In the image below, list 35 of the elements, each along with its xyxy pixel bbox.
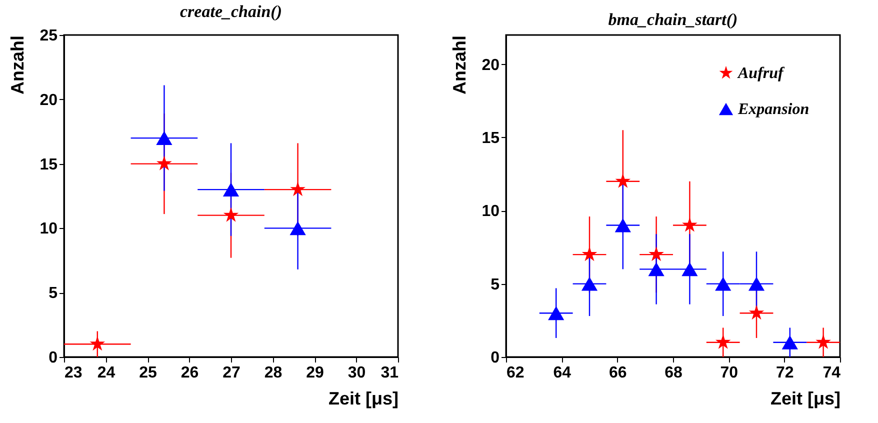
y-tick-label: 20 [40, 92, 58, 109]
x-tick-label: 31 [380, 364, 399, 382]
x-tick-label: 74 [822, 364, 841, 382]
y-tick-label: 10 [482, 203, 500, 220]
y-tick-label: 25 [40, 28, 58, 44]
y-axis-title: Anzahl [450, 36, 470, 95]
y-tick-label: 10 [40, 220, 58, 238]
x-tick-label: 64 [553, 364, 572, 382]
chart-title: create_chain() [180, 2, 282, 21]
x-tick-label: 29 [306, 364, 324, 382]
x-tick-label: 66 [608, 364, 627, 382]
y-tick-label: 5 [490, 276, 500, 294]
x-tick-label: 30 [348, 364, 366, 382]
y-tick-label: 15 [40, 156, 58, 174]
x-axis-title: Zeit [μs] [770, 388, 840, 408]
x-tick-label: 24 [97, 364, 116, 382]
x-tick-label: 26 [180, 364, 199, 382]
legend-label: Aufruf [737, 65, 786, 82]
y-tick-label: 20 [482, 56, 500, 74]
x-tick-label: 23 [64, 364, 82, 382]
chart-title: bma_chain_start() [608, 10, 738, 29]
legend-label: Expansion [737, 101, 810, 118]
x-tick-label: 27 [222, 364, 240, 382]
x-tick-label: 68 [664, 364, 682, 382]
x-tick-label: 72 [776, 364, 794, 382]
y-axis-title: Anzahl [8, 36, 28, 95]
y-tick-label: 15 [482, 130, 500, 147]
x-axis-title: Zeit [μs] [328, 388, 398, 408]
y-tick-label: 0 [48, 350, 58, 366]
x-tick-label: 25 [139, 364, 157, 382]
y-tick-label: 0 [490, 350, 500, 366]
x-tick-label: 70 [720, 364, 738, 382]
x-tick-label: 62 [506, 364, 524, 382]
y-tick-label: 5 [48, 285, 58, 302]
x-tick-label: 28 [264, 364, 282, 382]
